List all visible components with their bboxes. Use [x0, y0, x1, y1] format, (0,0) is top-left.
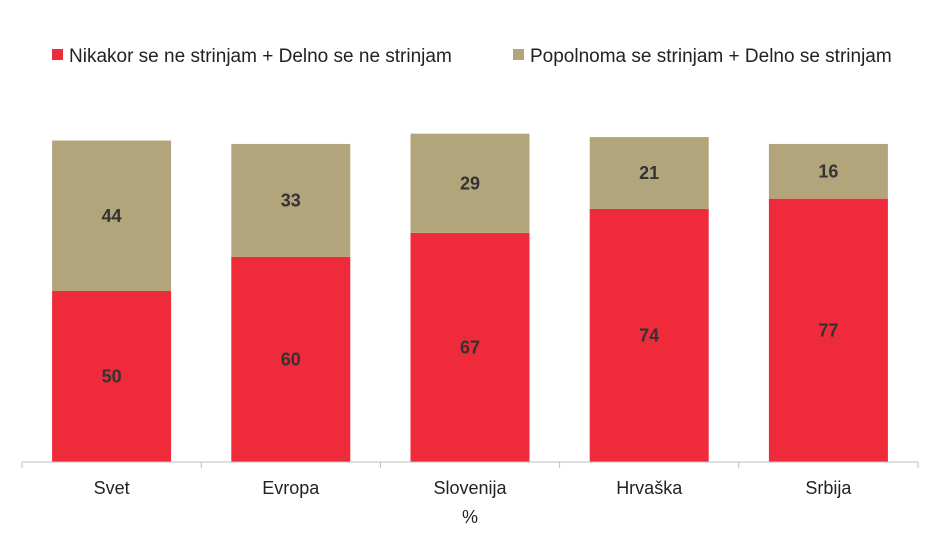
bar-segment-disagree — [768, 198, 888, 462]
x-tick-label: Slovenija — [433, 478, 507, 498]
x-axis-ticks — [21, 462, 919, 468]
data-label: 29 — [460, 173, 480, 193]
data-label: 16 — [818, 161, 838, 181]
bar-segment-agree — [52, 140, 172, 291]
legend-label-agree: Popolnoma se strinjam + Delno se strinja… — [530, 46, 892, 67]
legend-swatch-disagree — [52, 49, 63, 60]
data-label: 74 — [639, 325, 659, 345]
bar-segment-agree — [589, 137, 709, 209]
legend: Nikakor se ne strinjam + Delno se ne str… — [52, 46, 892, 67]
data-label: 44 — [102, 206, 122, 226]
bar-segment-disagree — [231, 256, 351, 462]
legend-label-disagree: Nikakor se ne strinjam + Delno se ne str… — [69, 46, 452, 67]
x-axis-tick-labels: Svet Evropa Slovenija Hrvaška Srbija — [94, 478, 853, 498]
bar-segment-disagree — [410, 232, 530, 462]
x-axis-label: % — [462, 507, 478, 527]
data-label: 77 — [818, 320, 838, 340]
bar-segment-agree — [231, 143, 351, 257]
x-tick-label: Evropa — [262, 478, 320, 498]
data-label: 67 — [460, 337, 480, 357]
x-tick-label: Srbija — [805, 478, 852, 498]
legend-swatch-agree — [513, 49, 524, 60]
data-label: 33 — [281, 190, 301, 210]
bar-segment-agree — [410, 133, 530, 233]
data-label: 60 — [281, 349, 301, 369]
data-label: 50 — [102, 367, 122, 387]
x-tick-label: Hrvaška — [616, 478, 683, 498]
bars: 50 44 60 33 67 29 74 21 77 16 — [52, 133, 888, 462]
bar-segment-disagree — [52, 291, 172, 462]
bar-segment-disagree — [589, 208, 709, 462]
data-label: 21 — [639, 163, 659, 183]
bar-segment-agree — [768, 143, 888, 199]
x-tick-label: Svet — [94, 478, 130, 498]
